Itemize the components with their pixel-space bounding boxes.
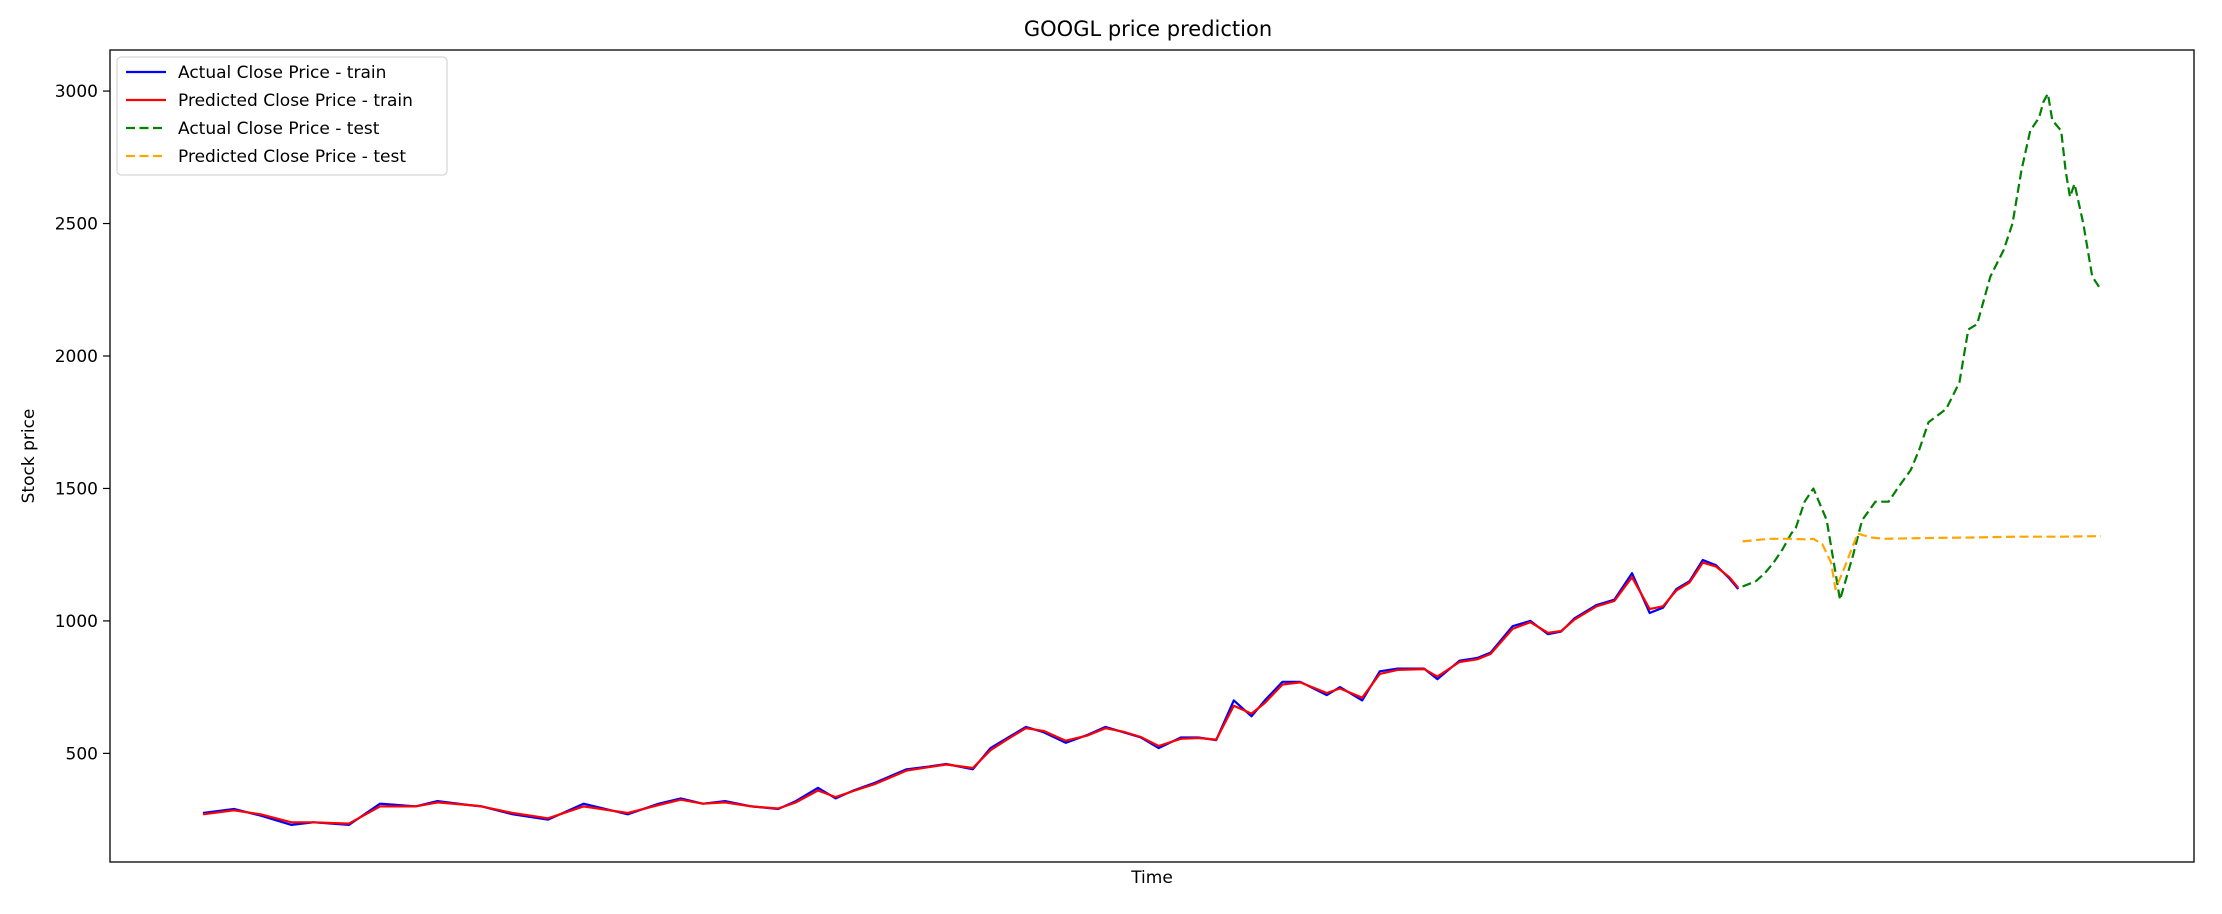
y-axis: 500 1000 1500 2000 2500 3000 <box>55 82 110 764</box>
x-axis-label: Time <box>1130 868 1173 888</box>
chart-title: GOOGL price prediction <box>1024 17 1272 41</box>
y-tick-label: 3000 <box>55 82 98 102</box>
series-layer <box>202 92 2102 827</box>
y-tick-label: 500 <box>66 744 98 764</box>
y-tick-label: 2500 <box>55 215 98 235</box>
legend-label-4: Predicted Close Price - test <box>178 147 406 167</box>
legend-label-2: Predicted Close Price - train <box>178 91 413 111</box>
legend-label-3: Actual Close Price - test <box>178 119 380 139</box>
legend-label-1: Actual Close Price - train <box>178 63 386 83</box>
y-tick-label: 1500 <box>55 479 98 499</box>
y-tick-label: 1000 <box>55 612 98 632</box>
series-line-2 <box>202 561 1740 825</box>
y-axis-label: Stock price <box>19 409 39 504</box>
series-line-4 <box>1742 532 2102 591</box>
plot-area <box>110 50 2194 862</box>
y-tick-label: 2000 <box>55 347 98 367</box>
legend-box <box>116 56 448 176</box>
legend-entries: Actual Close Price - train Predicted Clos… <box>126 63 413 167</box>
legend: Actual Close Price - train Predicted Clos… <box>116 56 448 176</box>
plot-frame <box>109 49 2195 863</box>
series-line-3 <box>1742 92 2102 601</box>
